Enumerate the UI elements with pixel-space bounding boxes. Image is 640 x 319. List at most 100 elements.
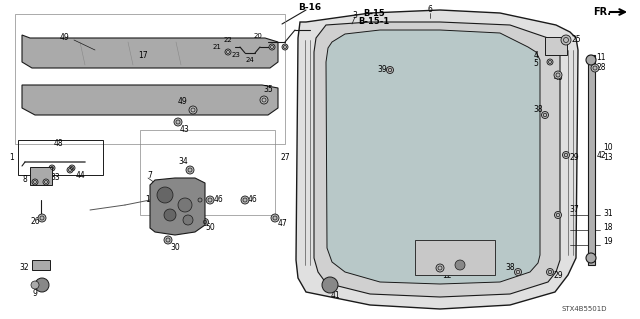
Circle shape	[563, 152, 570, 159]
Bar	[15, 14, 285, 144]
Text: 3: 3	[353, 11, 357, 19]
Circle shape	[183, 215, 193, 225]
Text: 37: 37	[569, 205, 579, 214]
Bar	[30, 167, 52, 185]
Text: 18: 18	[604, 224, 612, 233]
Text: B-15-1: B-15-1	[358, 17, 390, 26]
Bar	[18, 140, 103, 175]
Text: 4: 4	[534, 50, 538, 60]
Circle shape	[43, 179, 49, 185]
Circle shape	[157, 187, 173, 203]
Text: 26: 26	[30, 218, 40, 226]
Text: 39: 39	[377, 65, 387, 75]
Circle shape	[178, 198, 192, 212]
Circle shape	[32, 179, 38, 185]
Text: 35: 35	[263, 85, 273, 94]
Circle shape	[260, 96, 268, 104]
Text: 8: 8	[22, 175, 28, 184]
Circle shape	[547, 269, 554, 276]
Circle shape	[186, 166, 194, 174]
Bar	[140, 130, 275, 215]
Circle shape	[271, 214, 279, 222]
Text: 23: 23	[232, 52, 241, 58]
Text: 50: 50	[205, 224, 215, 233]
Text: 5: 5	[534, 58, 538, 68]
Text: 12: 12	[442, 271, 452, 279]
Circle shape	[387, 66, 394, 73]
Text: 38: 38	[505, 263, 515, 272]
Circle shape	[561, 35, 571, 45]
Text: 46: 46	[248, 196, 258, 204]
Circle shape	[35, 278, 49, 292]
Text: 47: 47	[278, 219, 288, 228]
Circle shape	[174, 118, 182, 126]
Text: 19: 19	[603, 238, 613, 247]
Bar	[545, 37, 567, 55]
Text: 9: 9	[33, 290, 37, 299]
Circle shape	[282, 44, 288, 50]
Text: 36: 36	[188, 204, 198, 212]
Text: 44: 44	[75, 170, 85, 180]
Text: 48: 48	[53, 138, 63, 147]
Text: 49: 49	[60, 33, 70, 41]
Polygon shape	[150, 178, 205, 235]
Polygon shape	[22, 35, 278, 68]
Circle shape	[189, 106, 197, 114]
Text: 49: 49	[178, 98, 188, 107]
Text: 10: 10	[603, 144, 613, 152]
Text: 28: 28	[596, 63, 605, 72]
Bar	[32, 260, 50, 270]
Text: B-16: B-16	[298, 3, 321, 11]
Text: STX4B5501D: STX4B5501D	[561, 306, 607, 312]
Circle shape	[31, 281, 39, 289]
Text: B-15: B-15	[363, 9, 385, 18]
Text: 30: 30	[170, 243, 180, 253]
Text: 17: 17	[138, 51, 148, 61]
Circle shape	[554, 211, 561, 219]
Text: 29: 29	[553, 271, 563, 279]
Text: 25: 25	[571, 35, 581, 44]
Circle shape	[554, 71, 562, 79]
Text: FR.: FR.	[593, 7, 611, 17]
Text: 45: 45	[553, 73, 563, 83]
Circle shape	[541, 112, 548, 118]
Text: 11: 11	[596, 54, 605, 63]
Text: 31: 31	[603, 209, 613, 218]
Circle shape	[38, 214, 46, 222]
Circle shape	[515, 269, 522, 276]
Bar	[415, 240, 495, 275]
Circle shape	[455, 260, 465, 270]
Circle shape	[322, 277, 338, 293]
Text: 32: 32	[19, 263, 29, 272]
Text: 24: 24	[246, 57, 254, 63]
Circle shape	[586, 253, 596, 263]
Circle shape	[67, 167, 73, 173]
Text: 6: 6	[428, 5, 433, 14]
Text: 38: 38	[533, 106, 543, 115]
Circle shape	[225, 49, 231, 55]
Polygon shape	[326, 30, 540, 284]
Text: 20: 20	[253, 33, 262, 39]
Circle shape	[241, 196, 249, 204]
Text: 29: 29	[569, 153, 579, 162]
Circle shape	[269, 44, 275, 50]
Text: 27: 27	[280, 153, 290, 162]
Polygon shape	[296, 10, 578, 309]
Circle shape	[196, 196, 204, 204]
Text: 34: 34	[178, 158, 188, 167]
Text: 7: 7	[148, 170, 152, 180]
Text: 46: 46	[213, 196, 223, 204]
Circle shape	[202, 219, 209, 226]
Text: 43: 43	[180, 125, 190, 135]
Circle shape	[49, 165, 55, 171]
Text: 1: 1	[10, 153, 14, 162]
Text: 22: 22	[223, 37, 232, 43]
Circle shape	[164, 236, 172, 244]
Polygon shape	[314, 22, 560, 297]
Text: 14: 14	[145, 196, 155, 204]
Text: 42: 42	[596, 151, 606, 160]
Text: 13: 13	[603, 153, 613, 162]
Circle shape	[164, 209, 176, 221]
Circle shape	[69, 165, 75, 171]
Text: 21: 21	[212, 44, 221, 50]
